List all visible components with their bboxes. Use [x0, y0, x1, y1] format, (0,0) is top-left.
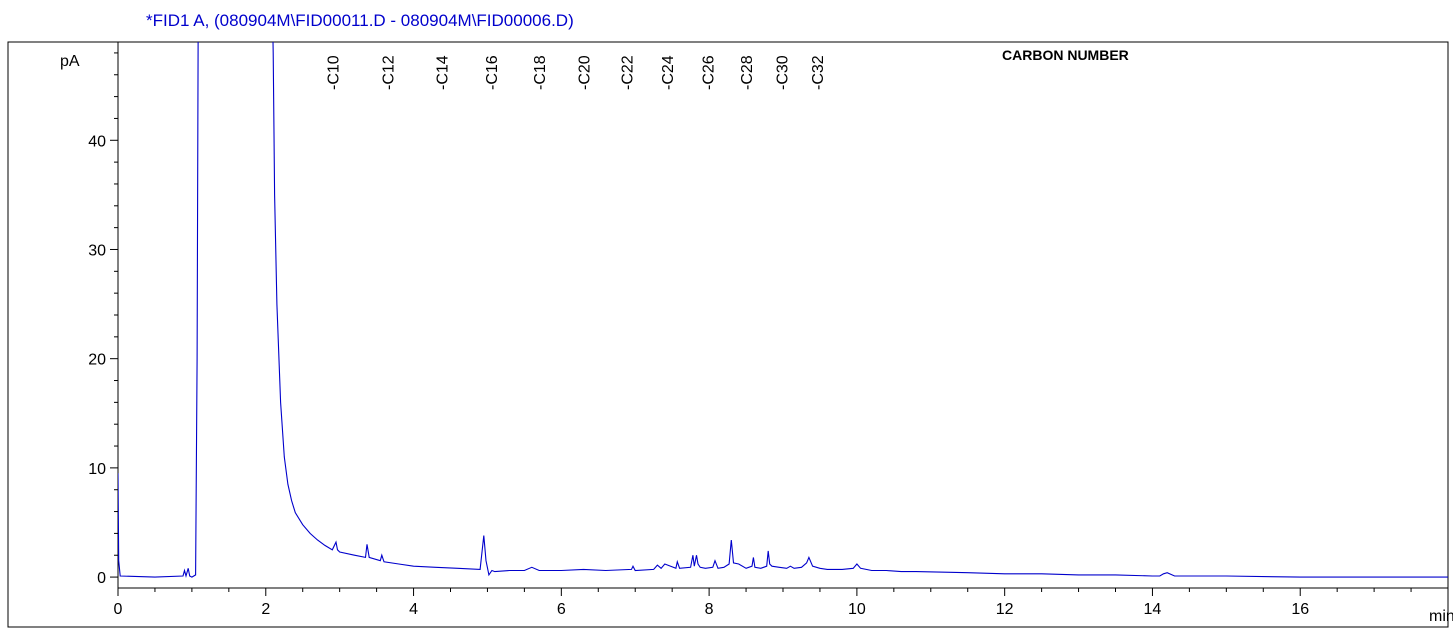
carbon-marker-label: -C24 — [660, 55, 677, 90]
x-tick-label: 8 — [705, 601, 714, 618]
x-tick-label: 2 — [261, 601, 270, 618]
x-tick-label: 0 — [114, 601, 123, 618]
x-tick-label: 4 — [409, 601, 418, 618]
carbon-number-annotation: CARBON NUMBER — [1002, 47, 1129, 63]
x-axis-label: min — [1429, 608, 1453, 625]
y-tick-label: 0 — [97, 570, 106, 587]
y-tick-label: 40 — [88, 133, 106, 150]
plot-frame — [7, 41, 1449, 628]
carbon-markers: -C10 -C12 -C14 -C16 -C18 -C20 -C22 -C24 -C26 -C28… — [325, 55, 827, 90]
carbon-marker-label: -C10 — [325, 55, 342, 90]
x-tick-label: 10 — [848, 601, 866, 618]
x-tick-label: 16 — [1291, 601, 1309, 618]
axes: 0 2 4 6 8 10 12 14 16 0 10 20 30 40 — [88, 42, 1449, 618]
y-tick-label: 10 — [88, 461, 106, 478]
carbon-marker-label: -C30 — [775, 55, 792, 90]
x-tick-label: 14 — [1144, 601, 1162, 618]
carbon-marker-label: -C28 — [739, 55, 756, 90]
series-group — [118, 42, 1448, 579]
carbon-marker-label: -C20 — [577, 55, 594, 90]
y-tick-label: 20 — [88, 352, 106, 369]
carbon-marker-label: -C26 — [701, 55, 718, 90]
carbon-marker-label: -C16 — [484, 55, 501, 90]
x-tick-label: 12 — [996, 601, 1014, 618]
carbon-marker-label: -C32 — [810, 55, 827, 90]
chromatogram-trace — [118, 42, 1448, 579]
carbon-marker-label: -C22 — [619, 55, 636, 90]
carbon-marker-label: -C18 — [532, 55, 549, 90]
chart-title: *FID1 A, (080904M\FID00011.D - 080904M\F… — [146, 11, 574, 30]
carbon-marker-label: -C14 — [435, 55, 452, 90]
x-tick-label: 6 — [557, 601, 566, 618]
y-tick-label: 30 — [88, 242, 106, 259]
y-axis-label: pA — [60, 53, 80, 70]
carbon-marker-label: -C12 — [381, 55, 398, 90]
